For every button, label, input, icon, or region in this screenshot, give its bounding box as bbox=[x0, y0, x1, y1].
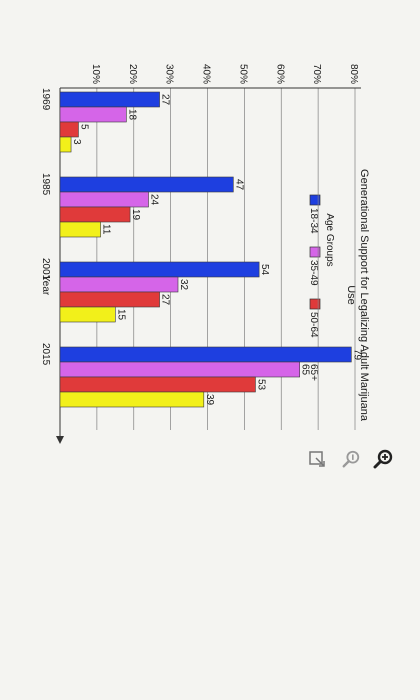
data-label-1985-50-64: 19 bbox=[130, 209, 141, 221]
legend-label-2: 35-49 bbox=[308, 260, 319, 286]
y-tick-label-4: 40% bbox=[201, 64, 212, 84]
popout-button[interactable] bbox=[304, 446, 330, 472]
bar-1985-35-49 bbox=[59, 191, 149, 208]
chart-title: Generational Support for Legalizing Adul… bbox=[345, 169, 370, 422]
legend-swatch-1 bbox=[309, 194, 321, 206]
chart-title-line-1: Generational Support for Legalizing Adul… bbox=[358, 169, 370, 422]
bar-2001-18-34 bbox=[59, 261, 260, 278]
legend-label-3: 50-64 bbox=[308, 312, 319, 338]
data-label-2015-35-49: 65 bbox=[300, 364, 311, 376]
legend-title: Age Groups bbox=[324, 213, 335, 266]
chart-title-line-2: Use bbox=[345, 285, 357, 305]
y-tick-label-6: 60% bbox=[274, 64, 285, 84]
data-label-2001-18-34: 54 bbox=[259, 264, 270, 276]
y-tick-label-5: 50% bbox=[237, 64, 248, 84]
x-axis-arrow bbox=[56, 436, 64, 444]
data-label-2015-18-34: 79 bbox=[351, 349, 362, 361]
x-tick-label-1969: 1969 bbox=[40, 88, 51, 111]
y-tick-label-2: 20% bbox=[127, 64, 138, 84]
data-label-2001-50-64: 27 bbox=[160, 294, 171, 306]
data-label-1985-35-49: 24 bbox=[149, 194, 160, 206]
bar-2001-35-49 bbox=[59, 276, 179, 293]
bar-2015-18-34 bbox=[59, 346, 352, 363]
legend-label-1: 18-34 bbox=[308, 208, 319, 234]
x-tick-label-2001: 2001 bbox=[40, 258, 51, 281]
bar-1969-18-34 bbox=[59, 91, 160, 108]
chart-toolbar bbox=[309, 440, 408, 480]
x-tick-label-1985: 1985 bbox=[40, 173, 51, 196]
x-axis-label: Year bbox=[40, 275, 51, 296]
x-tick-label-2015: 2015 bbox=[40, 343, 51, 366]
data-label-2015-65+: 39 bbox=[204, 394, 215, 406]
legend-swatch-2 bbox=[309, 246, 321, 258]
zoom-in-icon bbox=[373, 449, 393, 469]
data-label-1985-18-34: 47 bbox=[233, 179, 244, 191]
data-label-1969-18-34: 27 bbox=[160, 94, 171, 106]
data-label-1969-65+: 3 bbox=[71, 139, 82, 145]
bar-1969-35-49 bbox=[59, 106, 127, 123]
bar-2001-50-64 bbox=[59, 291, 160, 308]
bar-1985-50-64 bbox=[59, 206, 131, 223]
legend-swatch-3 bbox=[309, 298, 321, 310]
data-label-1969-50-64: 5 bbox=[78, 124, 89, 130]
bar-1985-18-34 bbox=[59, 176, 234, 193]
bar-2001-65+ bbox=[59, 306, 116, 323]
y-tick-label-7: 70% bbox=[311, 64, 322, 84]
bar-2015-50-64 bbox=[59, 376, 256, 393]
data-label-2015-50-64: 53 bbox=[255, 379, 266, 391]
zoom-in-button[interactable] bbox=[370, 446, 396, 472]
data-label-2001-35-49: 32 bbox=[178, 279, 189, 291]
bar-2015-65+ bbox=[59, 391, 205, 408]
bar-2015-35-49 bbox=[59, 361, 300, 378]
y-tick-label-8: 80% bbox=[348, 64, 359, 84]
legend-label-4: 65+ bbox=[308, 364, 319, 381]
data-label-1985-65+: 11 bbox=[101, 224, 112, 235]
zoom-out-button[interactable] bbox=[338, 446, 364, 472]
popout-icon bbox=[309, 451, 325, 467]
data-label-1969-35-49: 18 bbox=[126, 109, 137, 121]
y-tick-label-3: 30% bbox=[164, 64, 175, 84]
bar-1969-65+ bbox=[59, 136, 72, 153]
bar-1969-50-64 bbox=[59, 121, 79, 138]
data-label-2001-65+: 15 bbox=[115, 309, 126, 321]
zoom-out-icon bbox=[342, 450, 360, 468]
bar-1985-65+ bbox=[59, 221, 101, 238]
y-tick-label-1: 10% bbox=[90, 64, 101, 84]
